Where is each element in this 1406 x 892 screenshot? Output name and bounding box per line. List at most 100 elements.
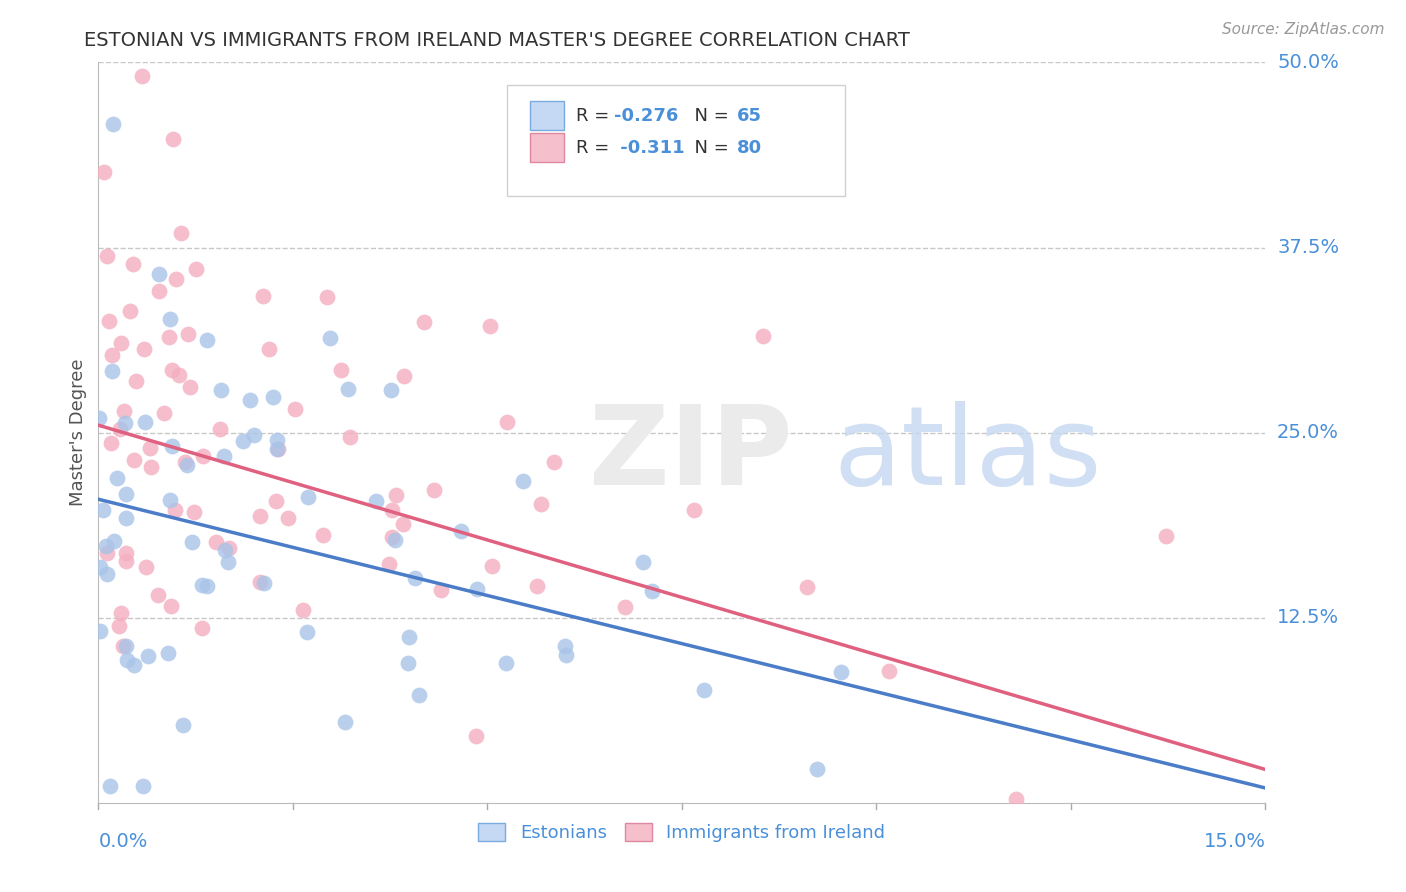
- Point: [115, 639, 138, 653]
- Point: [167, 368, 190, 382]
- Point: [554, 639, 576, 653]
- Point: [115, 653, 138, 667]
- Point: [479, 318, 502, 333]
- Point: [319, 331, 342, 345]
- Point: [212, 449, 235, 463]
- Point: [165, 503, 187, 517]
- Point: [277, 511, 299, 525]
- Point: [105, 471, 128, 485]
- Point: [253, 576, 276, 591]
- Point: [806, 762, 828, 776]
- Point: [148, 284, 170, 298]
- Point: [177, 326, 200, 341]
- Point: [266, 433, 288, 447]
- Point: [139, 441, 162, 455]
- Point: [136, 648, 159, 663]
- Point: [110, 606, 132, 620]
- Point: [232, 434, 254, 448]
- Point: [96, 546, 118, 560]
- Text: ESTONIAN VS IMMIGRANTS FROM IRELAND MASTER'S DEGREE CORRELATION CHART: ESTONIAN VS IMMIGRANTS FROM IRELAND MAST…: [84, 31, 910, 50]
- Point: [284, 401, 307, 416]
- Point: [91, 503, 114, 517]
- Point: [752, 329, 775, 343]
- Text: 0.0%: 0.0%: [98, 832, 148, 852]
- Point: [496, 416, 519, 430]
- Y-axis label: Master's Degree: Master's Degree: [69, 359, 87, 507]
- Point: [384, 533, 406, 547]
- Point: [262, 390, 284, 404]
- Point: [131, 70, 153, 84]
- Point: [96, 249, 118, 263]
- Point: [146, 588, 169, 602]
- Point: [115, 546, 138, 560]
- Point: [239, 392, 262, 407]
- Point: [115, 554, 138, 568]
- Point: [108, 619, 131, 633]
- Point: [101, 364, 124, 378]
- Point: [330, 363, 353, 377]
- Point: [160, 439, 183, 453]
- Text: 25.0%: 25.0%: [1277, 423, 1339, 442]
- Point: [830, 665, 852, 679]
- Point: [183, 505, 205, 519]
- Point: [122, 452, 145, 467]
- Text: ZIP: ZIP: [589, 401, 792, 508]
- Text: -0.311: -0.311: [614, 138, 685, 157]
- Point: [165, 272, 187, 286]
- Point: [450, 524, 472, 539]
- Point: [191, 578, 214, 592]
- Point: [412, 315, 434, 329]
- Point: [385, 488, 408, 502]
- Point: [408, 688, 430, 702]
- Point: [877, 664, 900, 678]
- Point: [264, 494, 287, 508]
- Point: [148, 268, 170, 282]
- Point: [180, 534, 202, 549]
- Point: [132, 779, 155, 793]
- FancyBboxPatch shape: [508, 85, 845, 195]
- Point: [89, 559, 111, 574]
- Point: [249, 508, 271, 523]
- Point: [111, 639, 134, 653]
- Point: [640, 584, 662, 599]
- Point: [252, 289, 274, 303]
- FancyBboxPatch shape: [530, 133, 564, 162]
- Text: N =: N =: [683, 138, 734, 157]
- Point: [796, 580, 818, 594]
- Point: [631, 555, 654, 569]
- Point: [100, 435, 122, 450]
- Legend: Estonians, Immigrants from Ireland: Estonians, Immigrants from Ireland: [471, 815, 893, 849]
- Point: [422, 483, 444, 497]
- Point: [174, 455, 197, 469]
- Point: [249, 574, 271, 589]
- Point: [267, 442, 290, 456]
- Text: R =: R =: [575, 107, 614, 125]
- Text: atlas: atlas: [834, 401, 1102, 508]
- Point: [122, 657, 145, 672]
- Point: [465, 582, 488, 596]
- Point: [381, 503, 404, 517]
- Point: [101, 117, 124, 131]
- Text: R =: R =: [575, 138, 614, 157]
- Point: [176, 458, 198, 472]
- Point: [160, 599, 183, 613]
- Point: [162, 363, 184, 377]
- Point: [378, 557, 401, 571]
- Text: 12.5%: 12.5%: [1277, 608, 1339, 627]
- Point: [98, 779, 121, 793]
- Point: [205, 534, 228, 549]
- Point: [1154, 529, 1177, 543]
- Point: [392, 516, 415, 531]
- Point: [134, 415, 156, 429]
- Point: [398, 630, 420, 644]
- Point: [208, 422, 231, 436]
- Point: [159, 493, 181, 508]
- Point: [526, 578, 548, 592]
- Point: [316, 290, 339, 304]
- Point: [122, 257, 145, 271]
- Point: [110, 336, 132, 351]
- Point: [159, 312, 181, 326]
- Point: [530, 497, 553, 511]
- Point: [139, 459, 162, 474]
- Text: 80: 80: [737, 138, 762, 157]
